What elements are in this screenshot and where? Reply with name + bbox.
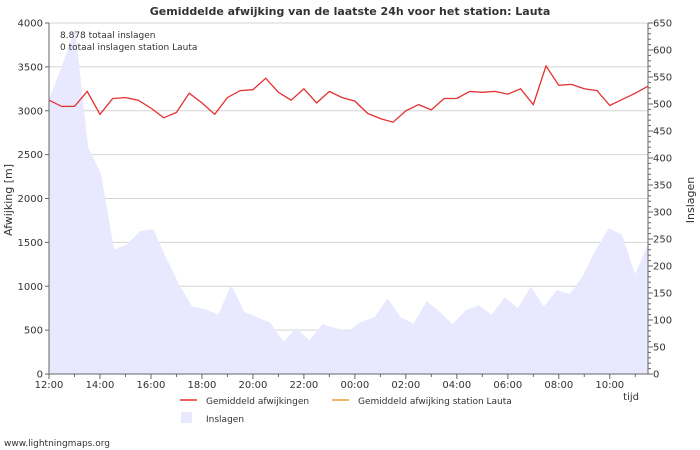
y-tick-right-label: 600 xyxy=(653,46,672,57)
y-tick-left-label: 3000 xyxy=(18,106,43,117)
strikes-area xyxy=(49,28,648,375)
line-layer xyxy=(48,64,649,123)
y-tick-left-label: 1500 xyxy=(18,238,43,249)
x-tick-label: 10:00 xyxy=(595,380,624,391)
y-tick-right-label: 0 xyxy=(653,370,659,381)
annotation-total: 8.878 totaal inslagen xyxy=(60,31,155,41)
legend-label-station: Gemiddeld afwijking station Lauta xyxy=(358,397,512,407)
x-tick-label: 14:00 xyxy=(86,380,115,391)
y-tick-right-label: 50 xyxy=(653,343,666,354)
y-axis-right-title: Inslagen xyxy=(684,177,697,223)
y-ticks-left: 0 500 1000 1500 2000 2500 3000 3500 4000 xyxy=(18,19,49,381)
x-tick-label: 06:00 xyxy=(493,380,522,391)
y-tick-left-label: 3500 xyxy=(18,62,43,73)
y-tick-left-label: 2500 xyxy=(18,150,43,161)
x-tick-label: 18:00 xyxy=(188,380,217,391)
y-tick-right-label: 150 xyxy=(653,289,672,300)
y-tick-right-label: 400 xyxy=(653,154,672,165)
x-tick-label: 00:00 xyxy=(340,380,369,391)
y-ticks-right: 0 50 100 150 200 250 300 350 400 450 500 550 600 650 xyxy=(648,19,672,381)
x-tick-label: 20:00 xyxy=(239,380,268,391)
y-tick-right-label: 200 xyxy=(653,262,672,273)
legend: Gemiddeld afwijkingen Gemiddeld afwijkin… xyxy=(180,397,512,425)
annotation-station: 0 totaal inslagen station Lauta xyxy=(60,43,197,53)
y-tick-right-label: 350 xyxy=(653,181,672,192)
x-tick-label: 12:00 xyxy=(35,380,64,391)
y-tick-right-label: 450 xyxy=(653,127,672,138)
x-tick-label: 08:00 xyxy=(544,380,573,391)
y-tick-left-label: 500 xyxy=(24,326,43,337)
avg-deviation-line xyxy=(48,64,649,123)
y-tick-right-label: 300 xyxy=(653,208,672,219)
y-tick-left-label: 0 xyxy=(37,370,43,381)
y-tick-left-label: 2000 xyxy=(18,194,43,205)
y-tick-right-label: 550 xyxy=(653,73,672,84)
y-tick-right-label: 250 xyxy=(653,235,672,246)
y-tick-left-label: 1000 xyxy=(18,282,43,293)
area-layer xyxy=(49,28,648,375)
x-tick-label: 16:00 xyxy=(137,380,166,391)
legend-label-strikes: Inslagen xyxy=(206,415,244,425)
y-tick-right-label: 100 xyxy=(653,316,672,327)
y-tick-left-label: 4000 xyxy=(18,19,43,30)
x-tick-label: 02:00 xyxy=(391,380,420,391)
y-axis-left-title: Afwijking [m] xyxy=(2,164,15,236)
legend-label-avg: Gemiddeld afwijkingen xyxy=(206,397,309,407)
x-axis-title: tijd xyxy=(623,392,639,403)
legend-swatch-strikes xyxy=(181,412,192,423)
x-tick-label: 04:00 xyxy=(442,380,471,391)
y-tick-right-label: 650 xyxy=(653,19,672,30)
footer-credit: www.lightningmaps.org xyxy=(4,439,110,449)
x-tick-label: 22:00 xyxy=(289,380,318,391)
chart-title: Gemiddelde afwijking van de laatste 24h … xyxy=(150,5,551,18)
x-ticks: 12:00 14:00 16:00 18:00 20:00 22:00 00:00 02:00… xyxy=(35,374,636,391)
y-tick-right-label: 500 xyxy=(653,100,672,111)
